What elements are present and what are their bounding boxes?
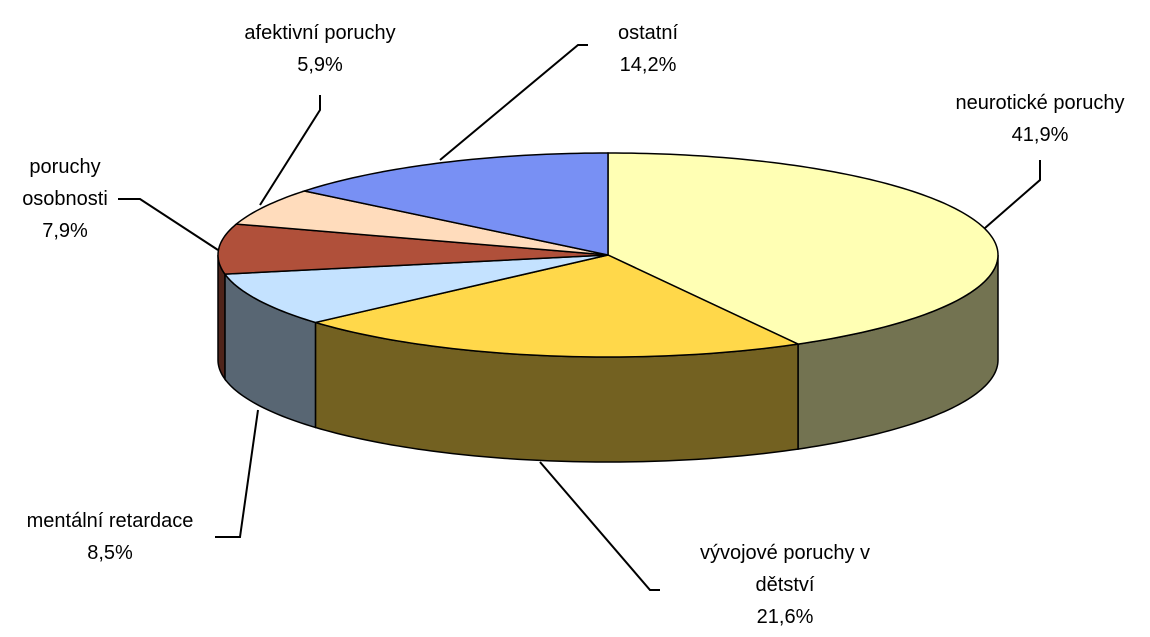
slice-label: poruchy osobnosti 7,9%: [10, 151, 120, 247]
value-label: 14,2%: [619, 54, 677, 76]
value-label: 8,5%: [87, 542, 133, 564]
value-label: 21,6%: [756, 606, 814, 628]
value-label: 7,9%: [42, 220, 88, 242]
leader-line: [984, 160, 1041, 229]
category: vývojové poruchy v dětství: [699, 542, 871, 596]
category: poruchy osobnosti: [22, 156, 108, 210]
slice-label: neurotické poruchy 41,9%: [930, 87, 1150, 151]
value-label: 41,9%: [1011, 124, 1069, 146]
slice: [312, 254, 801, 358]
category: mentální retardace: [26, 510, 194, 532]
category: neurotické poruchy: [955, 92, 1125, 114]
category: ostatní: [617, 22, 679, 44]
category: afektivní poruchy: [244, 22, 396, 44]
leader-line: [215, 409, 259, 538]
slice: [217, 223, 609, 275]
value-label: 5,9%: [297, 54, 343, 76]
slice: [234, 190, 609, 256]
slice-label: mentální retardace 8,5%: [0, 505, 220, 569]
leader-line: [539, 461, 660, 591]
leader-line: [259, 95, 321, 206]
leader-line: [118, 198, 219, 251]
slice-label: ostatní 14,2%: [588, 17, 708, 81]
slice-label: vývojové poruchy v dětství 21,6%: [695, 537, 875, 633]
slice: [607, 152, 999, 345]
slice: [301, 152, 609, 256]
leader-line: [439, 44, 588, 161]
slice-label: afektivní poruchy 5,9%: [220, 17, 420, 81]
slice: [223, 254, 609, 324]
